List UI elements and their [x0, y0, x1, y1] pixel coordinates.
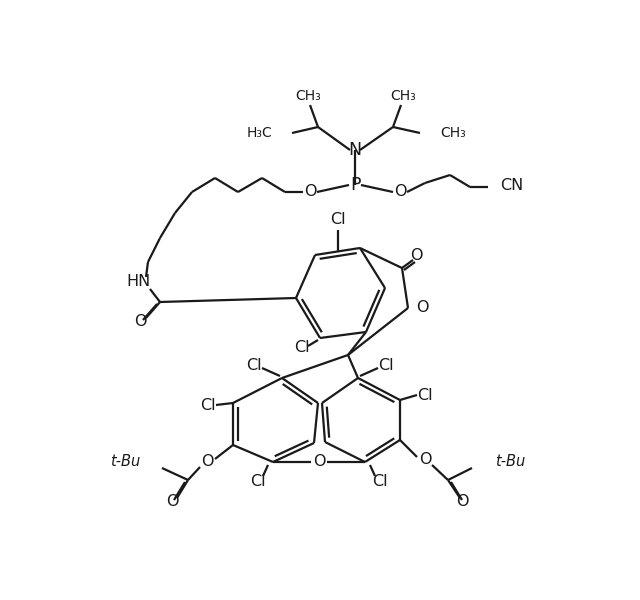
- Text: t-Bu: t-Bu: [109, 455, 140, 469]
- Text: O: O: [416, 301, 428, 316]
- Text: CH₃: CH₃: [295, 89, 321, 103]
- Text: O: O: [313, 455, 325, 469]
- Text: HN: HN: [126, 275, 150, 289]
- Text: Cl: Cl: [200, 397, 216, 413]
- Text: CH₃: CH₃: [440, 126, 466, 140]
- Text: CH₃: CH₃: [390, 89, 416, 103]
- Text: Cl: Cl: [294, 340, 310, 355]
- Text: CN: CN: [500, 178, 524, 193]
- Text: O: O: [419, 452, 431, 467]
- Text: N: N: [348, 141, 362, 159]
- Text: O: O: [456, 494, 468, 509]
- Text: O: O: [304, 185, 316, 199]
- Text: O: O: [134, 314, 147, 329]
- Text: P: P: [349, 176, 360, 194]
- Text: Cl: Cl: [417, 388, 433, 403]
- Text: O: O: [410, 247, 422, 263]
- Text: Cl: Cl: [330, 212, 346, 227]
- Text: O: O: [166, 494, 179, 509]
- Text: O: O: [394, 185, 406, 199]
- Text: Cl: Cl: [378, 358, 394, 373]
- Text: t-Bu: t-Bu: [495, 455, 525, 469]
- Text: Cl: Cl: [372, 475, 388, 490]
- Text: H₃C: H₃C: [246, 126, 272, 140]
- Text: O: O: [201, 455, 213, 469]
- Text: Cl: Cl: [246, 358, 262, 373]
- Text: Cl: Cl: [250, 475, 266, 490]
